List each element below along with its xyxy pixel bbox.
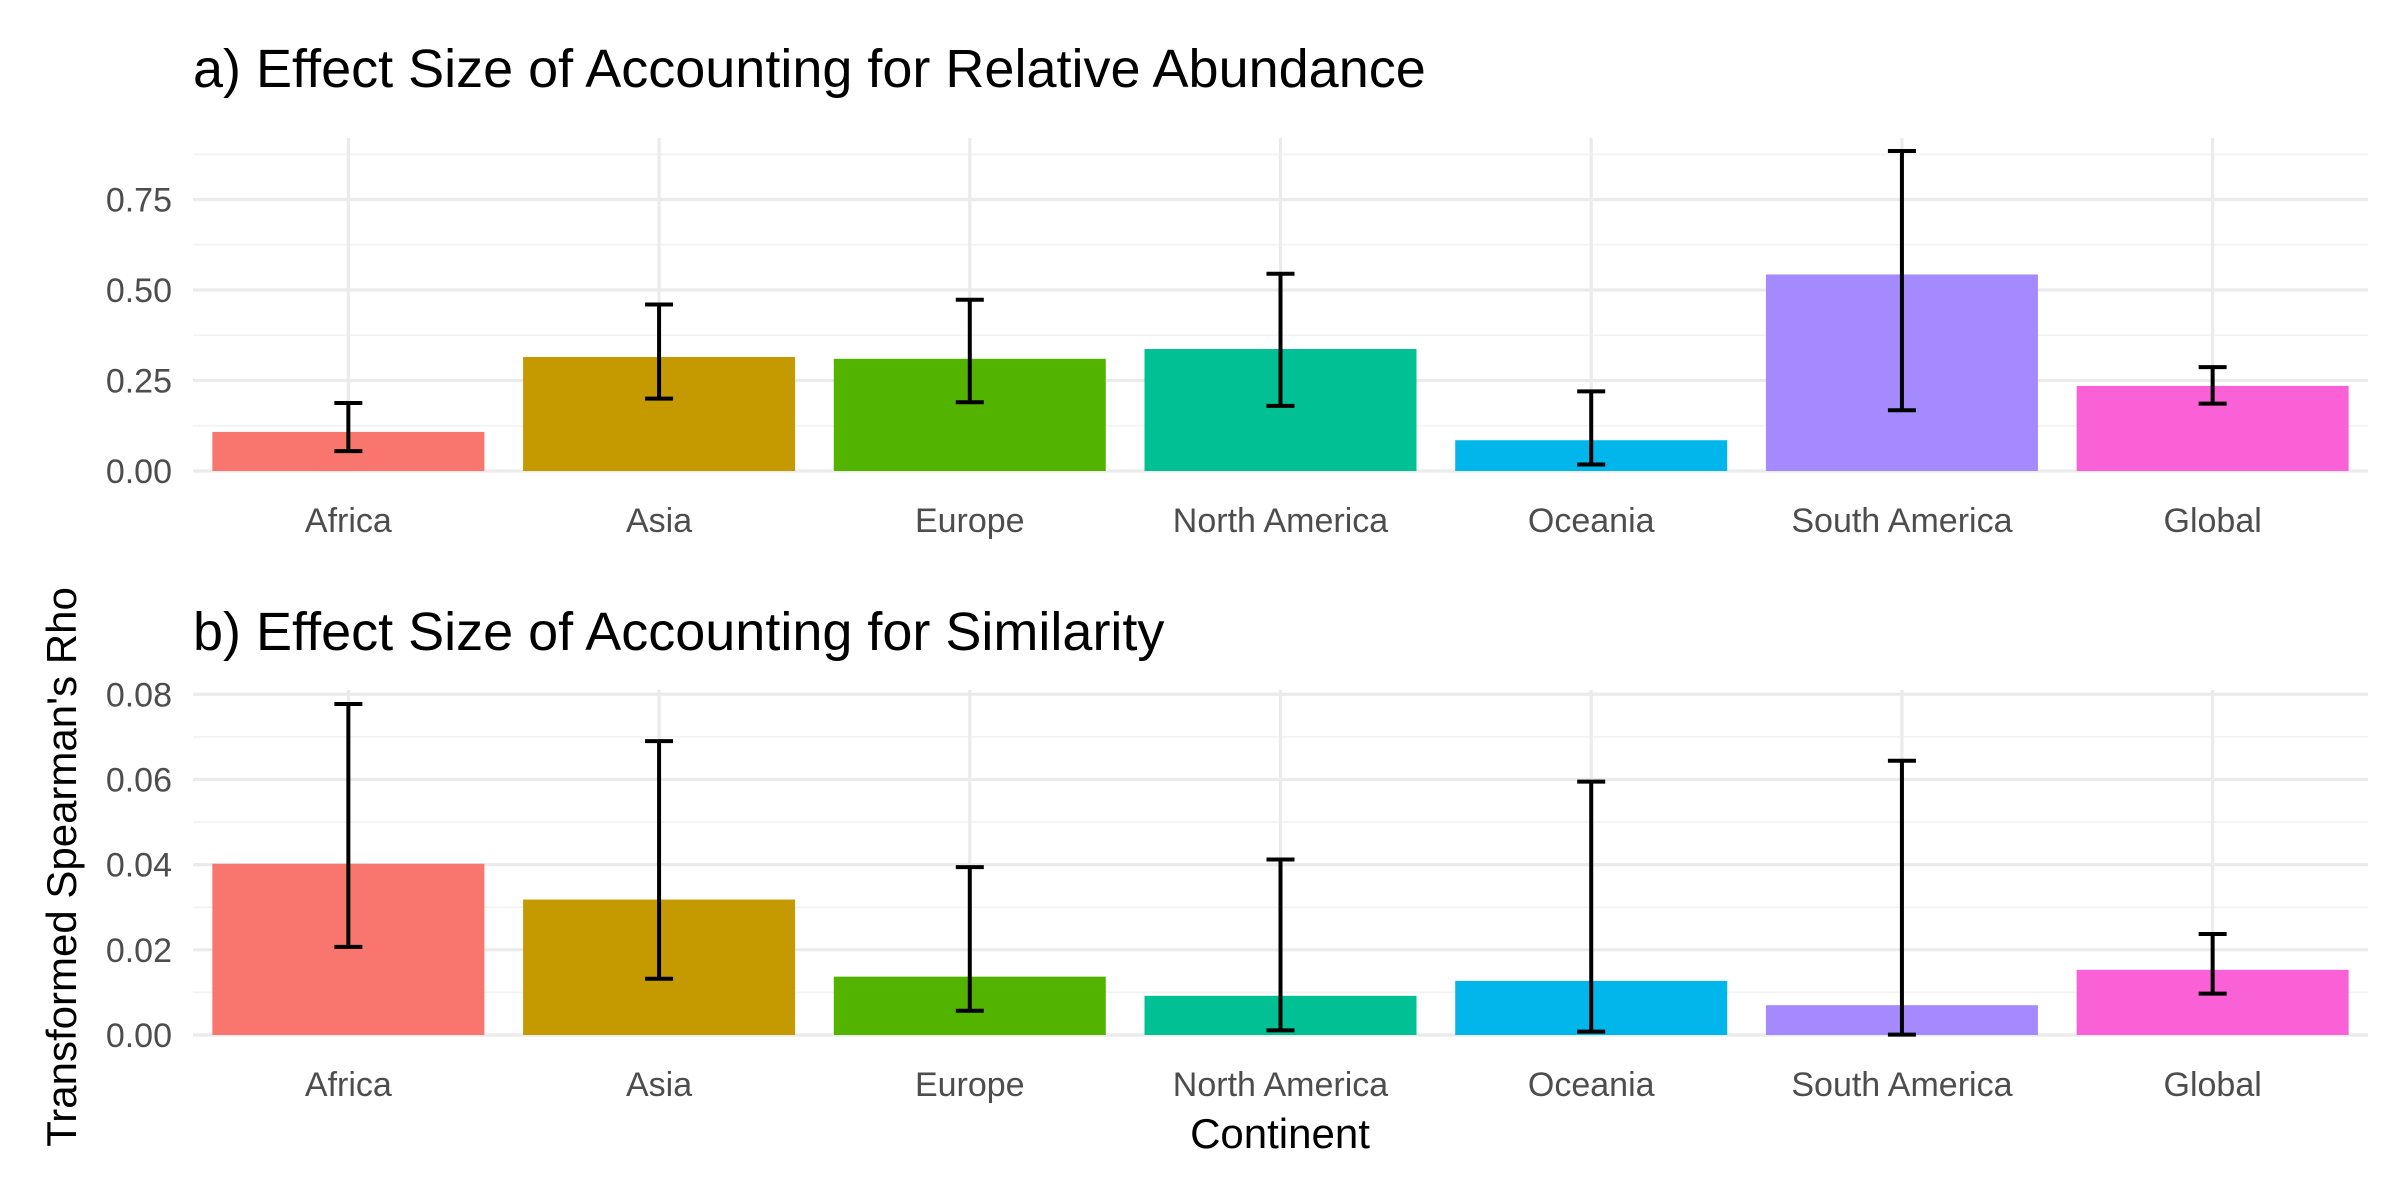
panel-b-error-bars xyxy=(334,702,2227,1037)
panel-a-x-tick-labels: Africa Asia Europe North America Oceania Sout… xyxy=(305,502,2262,540)
y-tick-label: 0.04 xyxy=(106,847,172,885)
panel-b-y-tick-labels: 0.00 0.02 0.04 0.06 0.08 xyxy=(106,676,172,1055)
error-bar-africa xyxy=(334,400,363,454)
y-tick-label: 0.25 xyxy=(106,363,172,401)
error-bar-europe xyxy=(955,865,984,1013)
error-bar-south-america xyxy=(1887,758,1916,1037)
x-tick-label: Africa xyxy=(305,1066,392,1104)
x-tick-label: Europe xyxy=(915,1066,1025,1104)
panel-b-x-tick-labels: Africa Asia Europe North America Oceania Sout… xyxy=(305,1066,2262,1104)
y-tick-label: 0.00 xyxy=(106,1017,172,1055)
panel-a-title: a) Effect Size of Accounting for Relativ… xyxy=(193,39,1426,99)
y-tick-label: 0.75 xyxy=(106,182,172,220)
x-tick-label: Global xyxy=(2164,1066,2262,1104)
y-tick-label: 0.08 xyxy=(106,676,172,714)
error-bar-africa xyxy=(334,702,363,949)
x-tick-label: Africa xyxy=(305,502,392,540)
x-tick-label: North America xyxy=(1173,502,1388,540)
panel-a-error-bars xyxy=(334,149,2227,467)
x-tick-label: Oceania xyxy=(1528,1066,1655,1104)
x-tick-label: South America xyxy=(1791,502,2012,540)
error-bar-south-america xyxy=(1887,149,1916,413)
error-bar-global xyxy=(2198,932,2227,996)
x-tick-label: South America xyxy=(1791,1066,2012,1104)
error-bar-oceania xyxy=(1577,389,1606,467)
panel-a: a) Effect Size of Accounting for Relativ… xyxy=(106,39,2368,540)
error-bar-asia xyxy=(645,739,674,981)
error-bar-global xyxy=(2198,365,2227,406)
panel-a-y-tick-labels: 0.00 0.25 0.50 0.75 xyxy=(106,182,172,491)
x-tick-label: Oceania xyxy=(1528,502,1655,540)
y-tick-label: 0.00 xyxy=(106,453,172,491)
panel-a-bars xyxy=(212,274,2349,471)
error-bar-north-america xyxy=(1266,857,1295,1033)
error-bar-europe xyxy=(955,297,984,405)
y-tick-label: 0.02 xyxy=(106,932,172,970)
y-tick-label: 0.06 xyxy=(106,761,172,799)
x-tick-label: North America xyxy=(1173,1066,1388,1104)
error-bar-oceania xyxy=(1577,779,1606,1034)
x-tick-label: Asia xyxy=(626,1066,692,1104)
x-tick-label: Europe xyxy=(915,502,1025,540)
y-axis-label: Transformed Spearman's Rho xyxy=(38,587,85,1147)
y-tick-label: 0.50 xyxy=(106,272,172,310)
x-tick-label: Global xyxy=(2164,502,2262,540)
x-tick-label: Asia xyxy=(626,502,692,540)
error-bar-asia xyxy=(645,302,674,401)
panel-b: b) Effect Size of Accounting for Similar… xyxy=(106,602,2368,1104)
error-bar-north-america xyxy=(1266,271,1295,408)
x-axis-label: Continent xyxy=(1190,1110,1370,1157)
panel-b-title: b) Effect Size of Accounting for Similar… xyxy=(193,602,1164,662)
